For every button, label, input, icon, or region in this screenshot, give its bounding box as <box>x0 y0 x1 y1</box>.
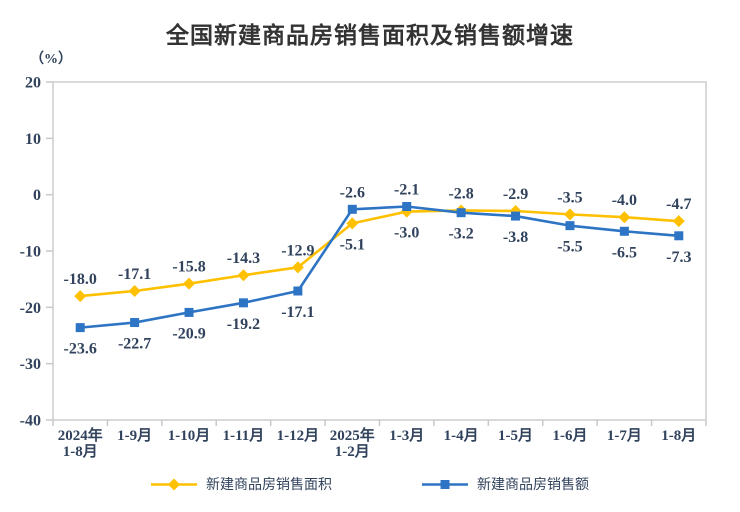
sales-area-data-label: -3.0 <box>394 225 419 242</box>
y-axis-tick-label: -40 <box>20 413 41 430</box>
x-category-label: 2024年 1-8月 <box>58 426 103 460</box>
sales-area-data-label: -4.7 <box>666 196 691 213</box>
sales-area-point-marker <box>237 269 250 282</box>
sales-area-data-label: -12.9 <box>281 242 314 259</box>
sales-area-point-marker <box>291 261 304 274</box>
sales-amount-data-label: -5.5 <box>557 239 582 256</box>
x-category-label: 1-10月 <box>168 427 211 444</box>
sales-amount-data-label: -7.3 <box>666 249 691 266</box>
sales-area-data-label: -17.1 <box>118 266 151 283</box>
x-category-label: 1-7月 <box>607 427 642 444</box>
sales-amount-point-marker <box>293 286 303 296</box>
sales-area-point-marker <box>183 277 196 290</box>
x-category-label: 1-12月 <box>277 427 320 444</box>
chart-title: 全国新建商品房销售面积及销售额增速 <box>166 22 574 48</box>
sales-amount-point-marker <box>674 231 684 241</box>
sales-amount-data-label: -2.6 <box>340 184 365 201</box>
x-category-label: 1-6月 <box>552 427 587 444</box>
sales-amount-point-marker <box>402 201 412 211</box>
sales-amount-legend-marker-icon <box>422 479 468 489</box>
legend-item-sales-amount: 新建商品房销售额 <box>422 474 589 494</box>
y-axis-tick-label: -10 <box>20 244 41 261</box>
x-category-label: 1-3月 <box>389 427 424 444</box>
sales-amount-data-label: -3.2 <box>448 226 473 243</box>
sales-amount-point-marker <box>184 307 194 317</box>
sales-area-point-marker <box>618 211 631 224</box>
sales-amount-point-marker <box>565 221 575 231</box>
y-axis-tick-label: 10 <box>25 131 41 148</box>
sales-area-data-label: -18.0 <box>64 271 97 288</box>
sales-area-data-label: -15.8 <box>172 259 205 276</box>
sales-area-data-label: -4.0 <box>612 192 637 209</box>
sales-area-line <box>78 209 681 298</box>
legend-item-sales-area: 新建商品房销售面积 <box>151 474 332 494</box>
x-category-label: 1-8月 <box>661 427 696 444</box>
sales-amount-data-label: -2.1 <box>394 181 419 198</box>
x-category-label: 1-5月 <box>498 427 533 444</box>
sales-amount-point-marker <box>456 208 466 218</box>
sales-amount-data-label: -23.6 <box>64 341 97 358</box>
sales-amount-data-label: -22.7 <box>118 336 151 353</box>
y-axis-unit-label: （%） <box>30 52 72 67</box>
sales-area-data-label: -2.9 <box>503 186 528 203</box>
x-category-label: 1-11月 <box>223 427 265 444</box>
sales-amount-data-label: -6.5 <box>612 244 637 261</box>
y-axis-tick-label: -30 <box>20 356 41 373</box>
sales-amount-line <box>78 205 681 329</box>
sales-area-data-label: -14.3 <box>227 250 260 267</box>
legend-label-sales-amount: 新建商品房销售额 <box>477 476 589 492</box>
sales-amount-point-marker <box>511 211 521 221</box>
sales-amount-data-label: -17.1 <box>281 304 314 321</box>
sales-area-legend-marker-icon <box>151 478 197 490</box>
legend-label-sales-area: 新建商品房销售面积 <box>206 476 332 492</box>
sales-amount-data-label: -20.9 <box>172 325 205 342</box>
sales-area-data-label: -5.1 <box>340 236 365 253</box>
y-axis-tick-label: -20 <box>20 300 41 317</box>
sales-area-point-marker <box>128 284 141 297</box>
plot-border <box>52 81 707 421</box>
x-category-label: 1-4月 <box>444 427 479 444</box>
sales-amount-point-marker <box>130 318 140 328</box>
y-axis-tick-label: 0 <box>33 187 41 204</box>
sales-area-point-marker <box>672 215 685 228</box>
sales-area-data-label: -3.5 <box>557 189 582 206</box>
sales-area-point-marker <box>563 208 576 221</box>
x-category-label: 1-9月 <box>117 427 152 444</box>
sales-amount-point-marker <box>238 298 248 308</box>
sales-area-point-marker <box>74 290 87 303</box>
sales-area-point-marker <box>346 217 359 230</box>
sales-amount-data-label: -19.2 <box>227 316 260 333</box>
x-category-label: 2025年 1-2月 <box>330 426 375 460</box>
sales-amount-point-marker <box>347 204 357 214</box>
sales-area-data-label: -2.8 <box>448 185 473 202</box>
sales-amount-data-label: -3.8 <box>503 229 528 246</box>
chart-legend: 新建商品房销售面积 新建商品房销售额 <box>0 474 740 494</box>
y-axis-tick-label: 20 <box>25 75 41 92</box>
sales-amount-point-marker <box>75 323 85 333</box>
sales-amount-point-marker <box>619 226 629 236</box>
